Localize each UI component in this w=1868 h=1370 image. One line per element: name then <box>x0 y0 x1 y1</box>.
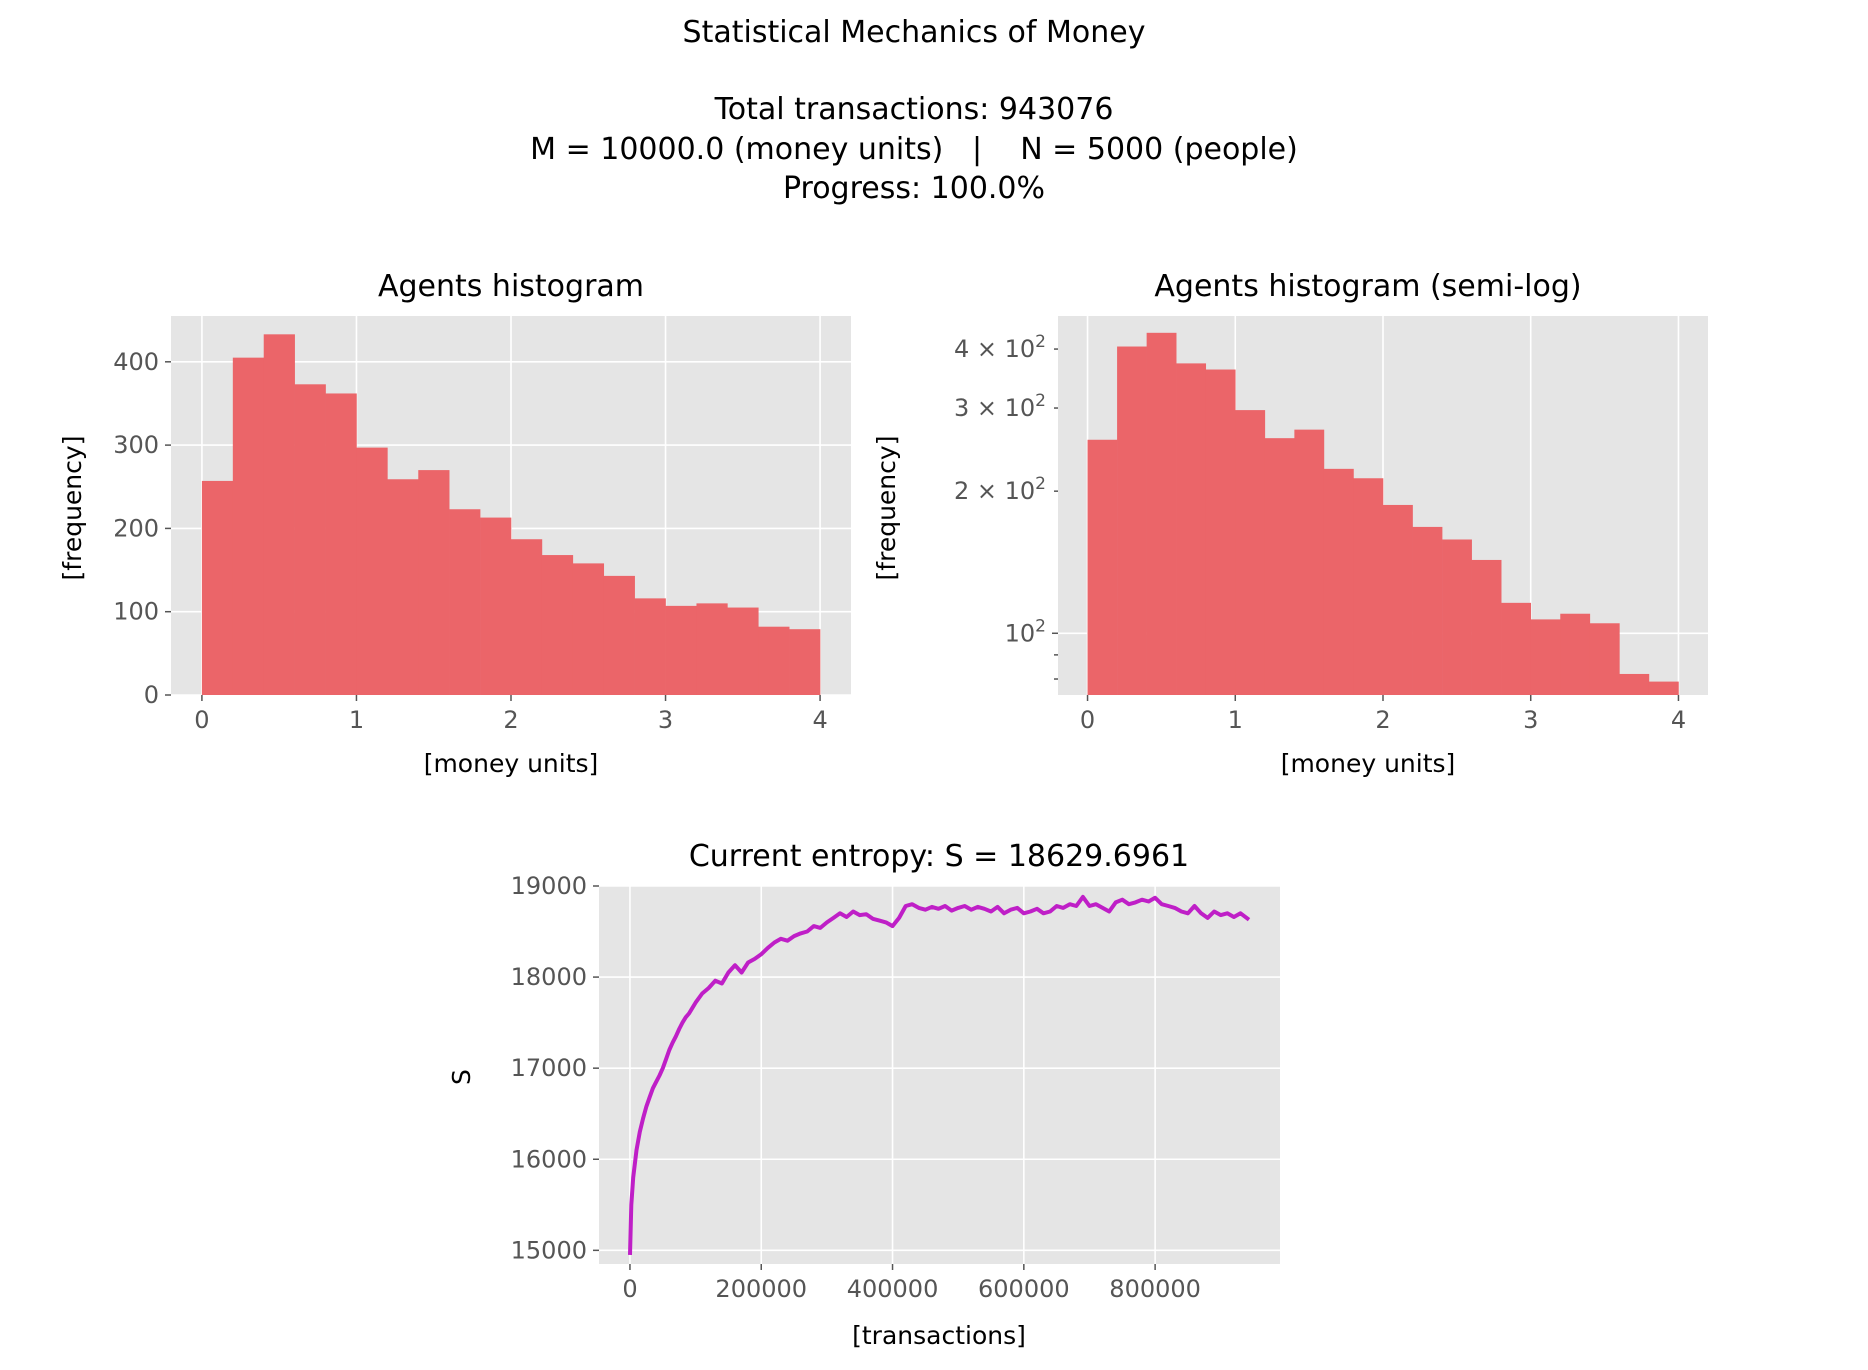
histogram-semilog-bar <box>1146 332 1177 695</box>
entropy-background <box>599 886 1280 1264</box>
histogram-linear-bar <box>696 603 728 695</box>
histogram-linear-panel: 0 1 2 3 4 0 100 200 300 400 Agents histogram [mon… <box>58 269 851 778</box>
entropy-xtick-label: 0 <box>622 1275 637 1303</box>
entropy-plot-area: 0 200000 400000 600000 800000 15000 16000 17000… <box>511 872 1280 1303</box>
transactions-line: Total transactions: 943076 <box>714 92 1114 127</box>
entropy-ytick-label: 17000 <box>511 1054 587 1082</box>
histogram-semilog-panel: 0 1 2 3 4 102 2 × 102 3 × 102 4 × 102 Agents his… <box>872 269 1708 778</box>
histogram-semilog-ytick-minor-label: 4 × 102 <box>954 332 1046 363</box>
histogram-linear-bar <box>480 517 512 695</box>
histogram-linear-xtick-label: 3 <box>658 706 673 734</box>
histogram-linear-bar <box>418 470 450 695</box>
entropy-panel: 0 200000 400000 600000 800000 15000 16000 17000… <box>447 839 1280 1350</box>
histogram-semilog-bar <box>1619 673 1650 695</box>
histogram-semilog-bar <box>1323 468 1354 695</box>
histogram-semilog-xtick-label: 1 <box>1228 706 1243 734</box>
histogram-semilog-xtick-label: 2 <box>1375 706 1390 734</box>
histogram-semilog-bar <box>1117 346 1147 695</box>
histogram-semilog-ytick-label: 102 <box>1005 616 1046 647</box>
entropy-xlabel: [transactions] <box>852 1321 1026 1350</box>
histogram-linear-bar <box>727 607 759 695</box>
histogram-semilog-xtick-label: 3 <box>1523 706 1538 734</box>
entropy-line <box>628 894 1251 1255</box>
histogram-semilog-bar <box>1205 369 1236 695</box>
histogram-linear-xlabel: [money units] <box>424 749 599 778</box>
histogram-semilog-bar <box>1264 438 1295 695</box>
histogram-linear-bar <box>603 575 635 695</box>
histogram-linear-title: Agents histogram <box>378 269 644 304</box>
histogram-linear-bar <box>201 480 234 695</box>
histogram-linear-bar <box>449 509 481 695</box>
histogram-linear-ytick-label: 0 <box>144 681 159 709</box>
histogram-linear-ytick-label: 300 <box>113 431 159 459</box>
histogram-linear-bar <box>572 563 605 695</box>
histogram-semilog-ytick-minor-label: 2 × 102 <box>954 474 1046 505</box>
histogram-linear-bar <box>665 605 697 695</box>
entropy-xtick-label: 800000 <box>1109 1275 1201 1303</box>
histogram-linear-ytick-label: 200 <box>113 514 159 542</box>
histogram-semilog-xlabel: [money units] <box>1281 749 1456 778</box>
histogram-semilog-bar <box>1471 559 1502 695</box>
histogram-linear-xtick-label: 0 <box>194 706 209 734</box>
histogram-semilog-bar <box>1294 429 1325 695</box>
entropy-xtick-label: 200000 <box>715 1275 807 1303</box>
histogram-semilog-bar <box>1648 681 1679 695</box>
histogram-linear-xtick-label: 1 <box>349 706 364 734</box>
histogram-semilog-bar <box>1176 363 1207 695</box>
histogram-semilog-bar <box>1530 619 1561 695</box>
histogram-semilog-xtick-label: 0 <box>1080 706 1095 734</box>
entropy-ytick-label: 15000 <box>511 1236 587 1264</box>
histogram-linear-bar <box>789 629 821 695</box>
entropy-ytick-label: 18000 <box>511 963 587 991</box>
histogram-linear-bar <box>263 334 295 695</box>
histogram-linear-ytick-label: 100 <box>113 598 159 626</box>
histogram-semilog-bar <box>1087 439 1118 695</box>
histogram-semilog-title: Agents histogram (semi-log) <box>1154 269 1581 304</box>
figure-title: Statistical Mechanics of Money <box>683 15 1146 50</box>
histogram-linear-bar <box>387 479 419 695</box>
params-line: M = 10000.0 (money units) | N = 5000 (pe… <box>530 132 1298 167</box>
histogram-linear-ylabel: [frequency] <box>58 436 87 581</box>
entropy-title: Current entropy: S = 18629.6961 <box>689 839 1189 874</box>
entropy-xtick-label: 600000 <box>978 1275 1070 1303</box>
histogram-linear-bar <box>325 393 357 695</box>
histogram-semilog-bar <box>1560 613 1591 695</box>
histogram-linear-bar <box>356 447 388 695</box>
histogram-linear-bar <box>541 555 574 695</box>
histogram-semilog-bar <box>1235 410 1266 695</box>
histogram-linear-bar <box>294 384 326 695</box>
histogram-linear-bar <box>634 598 666 695</box>
histogram-linear-bar <box>758 626 790 695</box>
histogram-linear-xtick-label: 2 <box>503 706 518 734</box>
histogram-semilog-bar <box>1501 602 1532 695</box>
histogram-semilog-bar <box>1442 539 1472 695</box>
progress-line: Progress: 100.0% <box>783 171 1045 206</box>
histogram-semilog-bar <box>1589 623 1620 695</box>
entropy-ytick-label: 19000 <box>511 872 587 900</box>
histogram-semilog-bar <box>1383 504 1413 695</box>
histogram-semilog-bar <box>1353 478 1384 695</box>
histogram-linear-plot-area: 0 1 2 3 4 0 100 200 300 400 <box>113 316 851 734</box>
histogram-semilog-bar <box>1412 526 1443 695</box>
histogram-semilog-ytick-minor-label: 3 × 102 <box>954 391 1046 422</box>
entropy-xtick-label: 400000 <box>847 1275 939 1303</box>
histogram-linear-ytick-label: 400 <box>113 348 159 376</box>
histogram-semilog-plot-area: 0 1 2 3 4 102 2 × 102 3 × 102 4 × 102 <box>954 316 1708 734</box>
histogram-semilog-ylabel: [frequency] <box>872 436 901 581</box>
histogram-semilog-xtick-label: 4 <box>1671 706 1686 734</box>
histogram-linear-bar <box>511 539 543 695</box>
entropy-ytick-label: 16000 <box>511 1145 587 1173</box>
entropy-ylabel: S <box>447 1069 476 1085</box>
histogram-linear-bar <box>232 357 265 695</box>
histogram-linear-xtick-label: 4 <box>812 706 827 734</box>
